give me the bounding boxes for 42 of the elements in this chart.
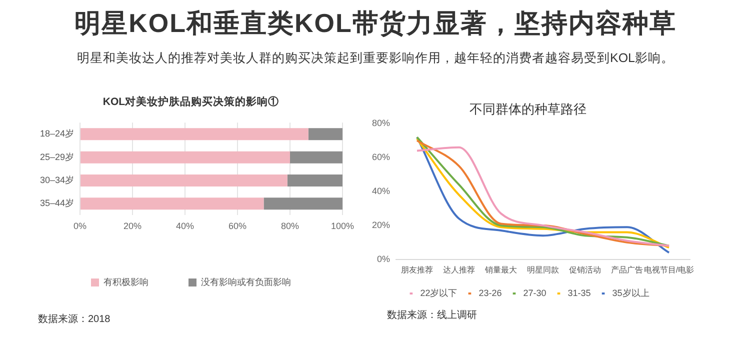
source-note: 数据来源：2018 <box>38 312 110 326</box>
legend-label: 没有影响或有负面影响 <box>201 276 291 287</box>
bar <box>80 128 308 140</box>
text: 明星和美妆达人的推荐对美妆人群的购买决策起到重要影响作用，越年轻的消费者越容易受到KOL影响。 <box>76 50 675 67</box>
x-tick-label: 80% <box>280 221 300 232</box>
source-note: 数据来源：线上调研 <box>387 308 477 322</box>
bar <box>308 128 342 140</box>
bar <box>287 174 342 186</box>
bar <box>80 151 290 164</box>
legend-label: 23-26 <box>478 288 502 298</box>
legend-label: 27-30 <box>523 288 546 298</box>
x-tick-label: 朋友推荐 <box>401 265 434 274</box>
y-tick-label: 35–44岁 <box>40 198 74 208</box>
bar <box>80 198 264 210</box>
x-tick-label: 100% <box>330 221 354 232</box>
x-tick-label: 促销活动 <box>569 265 602 274</box>
y-tick-label: 80% <box>372 118 390 128</box>
text: 明星KOL和垂直类KOL带货力显著，坚持内容种草 <box>74 7 678 40</box>
chart-title: 不同群体的种草路径 <box>470 101 586 116</box>
x-tick-label: 20% <box>124 221 142 232</box>
y-tick-label: 60% <box>372 152 390 162</box>
legend-label: 有积极影响 <box>104 276 148 287</box>
y-tick-label: 25–29岁 <box>40 152 74 162</box>
x-tick-label: 销量最大 <box>484 265 518 274</box>
x-tick-label: 产品广告 <box>611 265 644 274</box>
legend-label: 35岁以上 <box>612 288 650 298</box>
chart-title: KOL对美妆护肤品购买决策的影响① <box>102 95 280 108</box>
x-tick-label: 达人推荐 <box>443 265 476 274</box>
legend-label: 22岁以下 <box>420 288 458 298</box>
legend-label: 31-35 <box>568 288 591 298</box>
bar <box>264 198 342 210</box>
y-tick-label: 0% <box>377 254 390 264</box>
y-tick-label: 30–34岁 <box>40 174 74 185</box>
x-tick-label: 明星同款 <box>527 265 560 274</box>
x-tick-label: 60% <box>228 221 247 232</box>
bar <box>80 174 288 186</box>
bar <box>290 151 342 164</box>
y-tick-label: 40% <box>372 186 390 196</box>
x-tick-label: 0% <box>74 221 87 232</box>
x-tick-label: 电视节目/电影 <box>644 265 694 274</box>
x-tick-label: 40% <box>176 221 194 232</box>
y-tick-label: 18–24岁 <box>40 128 74 139</box>
